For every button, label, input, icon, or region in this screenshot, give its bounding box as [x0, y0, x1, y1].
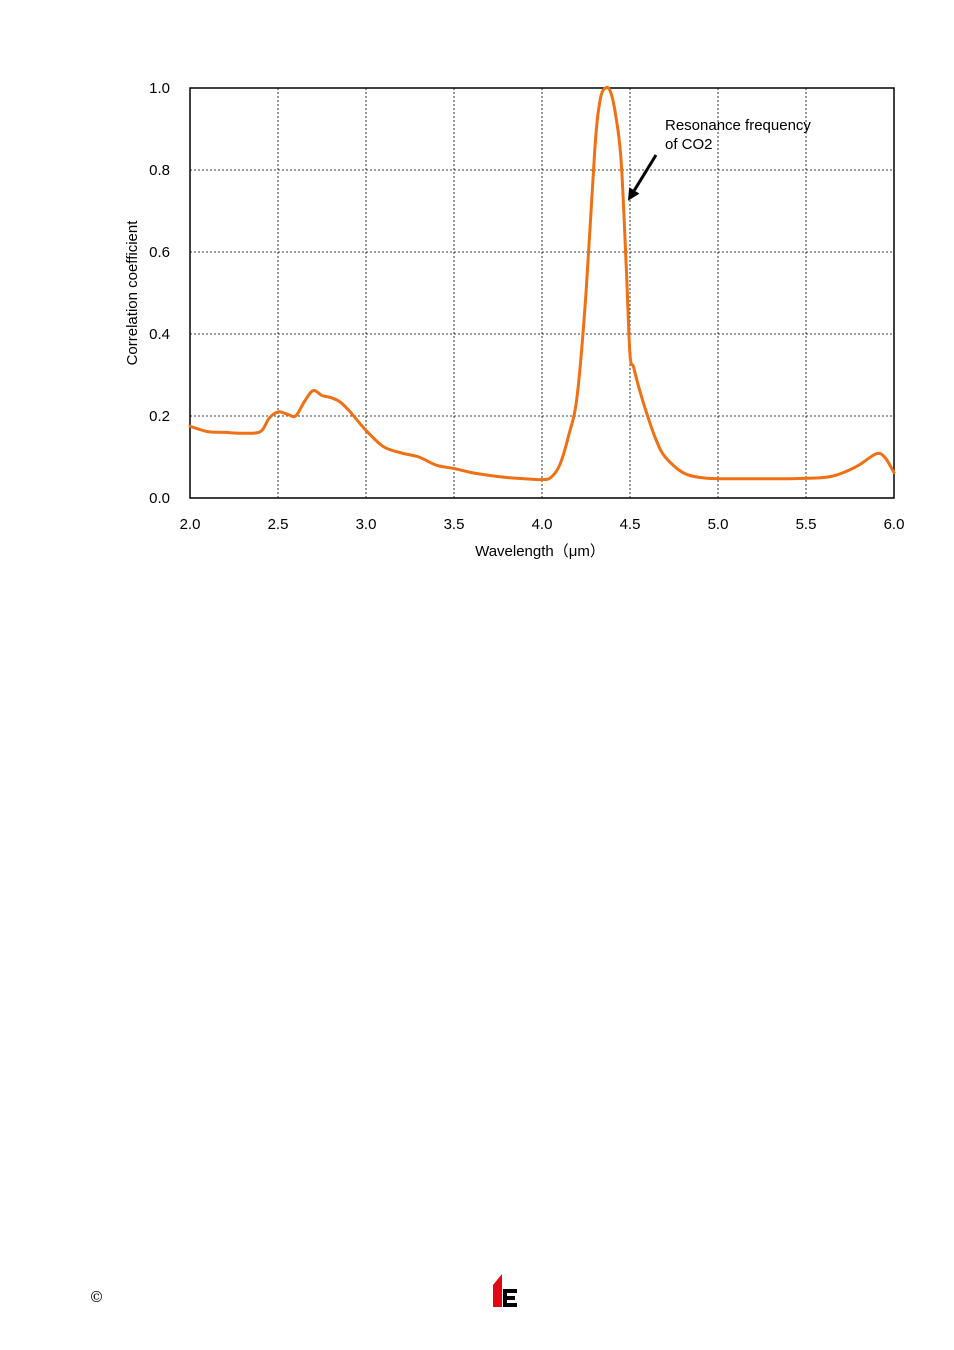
annotation-arrowhead	[628, 187, 640, 201]
grid	[190, 88, 894, 498]
x-tick-label: 2.0	[180, 516, 201, 533]
x-axis-title: Wavelength（μm）	[475, 543, 605, 560]
logo-letter-e	[503, 1289, 517, 1307]
annotation-text-line1: Resonance frequency	[665, 117, 811, 134]
y-tick-label: 0.8	[149, 162, 170, 179]
logo-red-shape	[493, 1274, 502, 1307]
y-axis-title: Correlation coefficient	[124, 220, 141, 366]
copyright-symbol: ©	[89, 1288, 104, 1306]
x-tick-label: 3.5	[444, 516, 465, 533]
series-line	[188, 85, 896, 482]
x-tick-label: 3.0	[356, 516, 377, 533]
x-tick-label: 5.5	[796, 516, 817, 533]
x-tick-label: 2.5	[268, 516, 289, 533]
y-tick-label: 1.0	[149, 80, 170, 97]
x-tick-label: 4.5	[620, 516, 641, 533]
x-tick-label: 4.0	[532, 516, 553, 533]
x-tick-label: 5.0	[708, 516, 729, 533]
annotation-arrow	[632, 154, 658, 192]
y-tick-label: 0.4	[149, 326, 170, 343]
y-tick-labels: 0.0 0.2 0.4 0.6 0.8 1.0	[149, 80, 170, 507]
y-tick-label: 0.0	[149, 490, 170, 507]
y-tick-label: 0.2	[149, 408, 170, 425]
plot-frame	[189, 87, 895, 499]
y-tick-label: 0.6	[149, 244, 170, 261]
x-tick-labels: 2.0 2.5 3.0 3.5 4.0 4.5 5.0 5.5 6.0	[180, 516, 905, 533]
x-tick-label: 6.0	[884, 516, 905, 533]
company-logo	[493, 1274, 517, 1307]
annotation-text-line2: of CO2	[665, 136, 713, 153]
